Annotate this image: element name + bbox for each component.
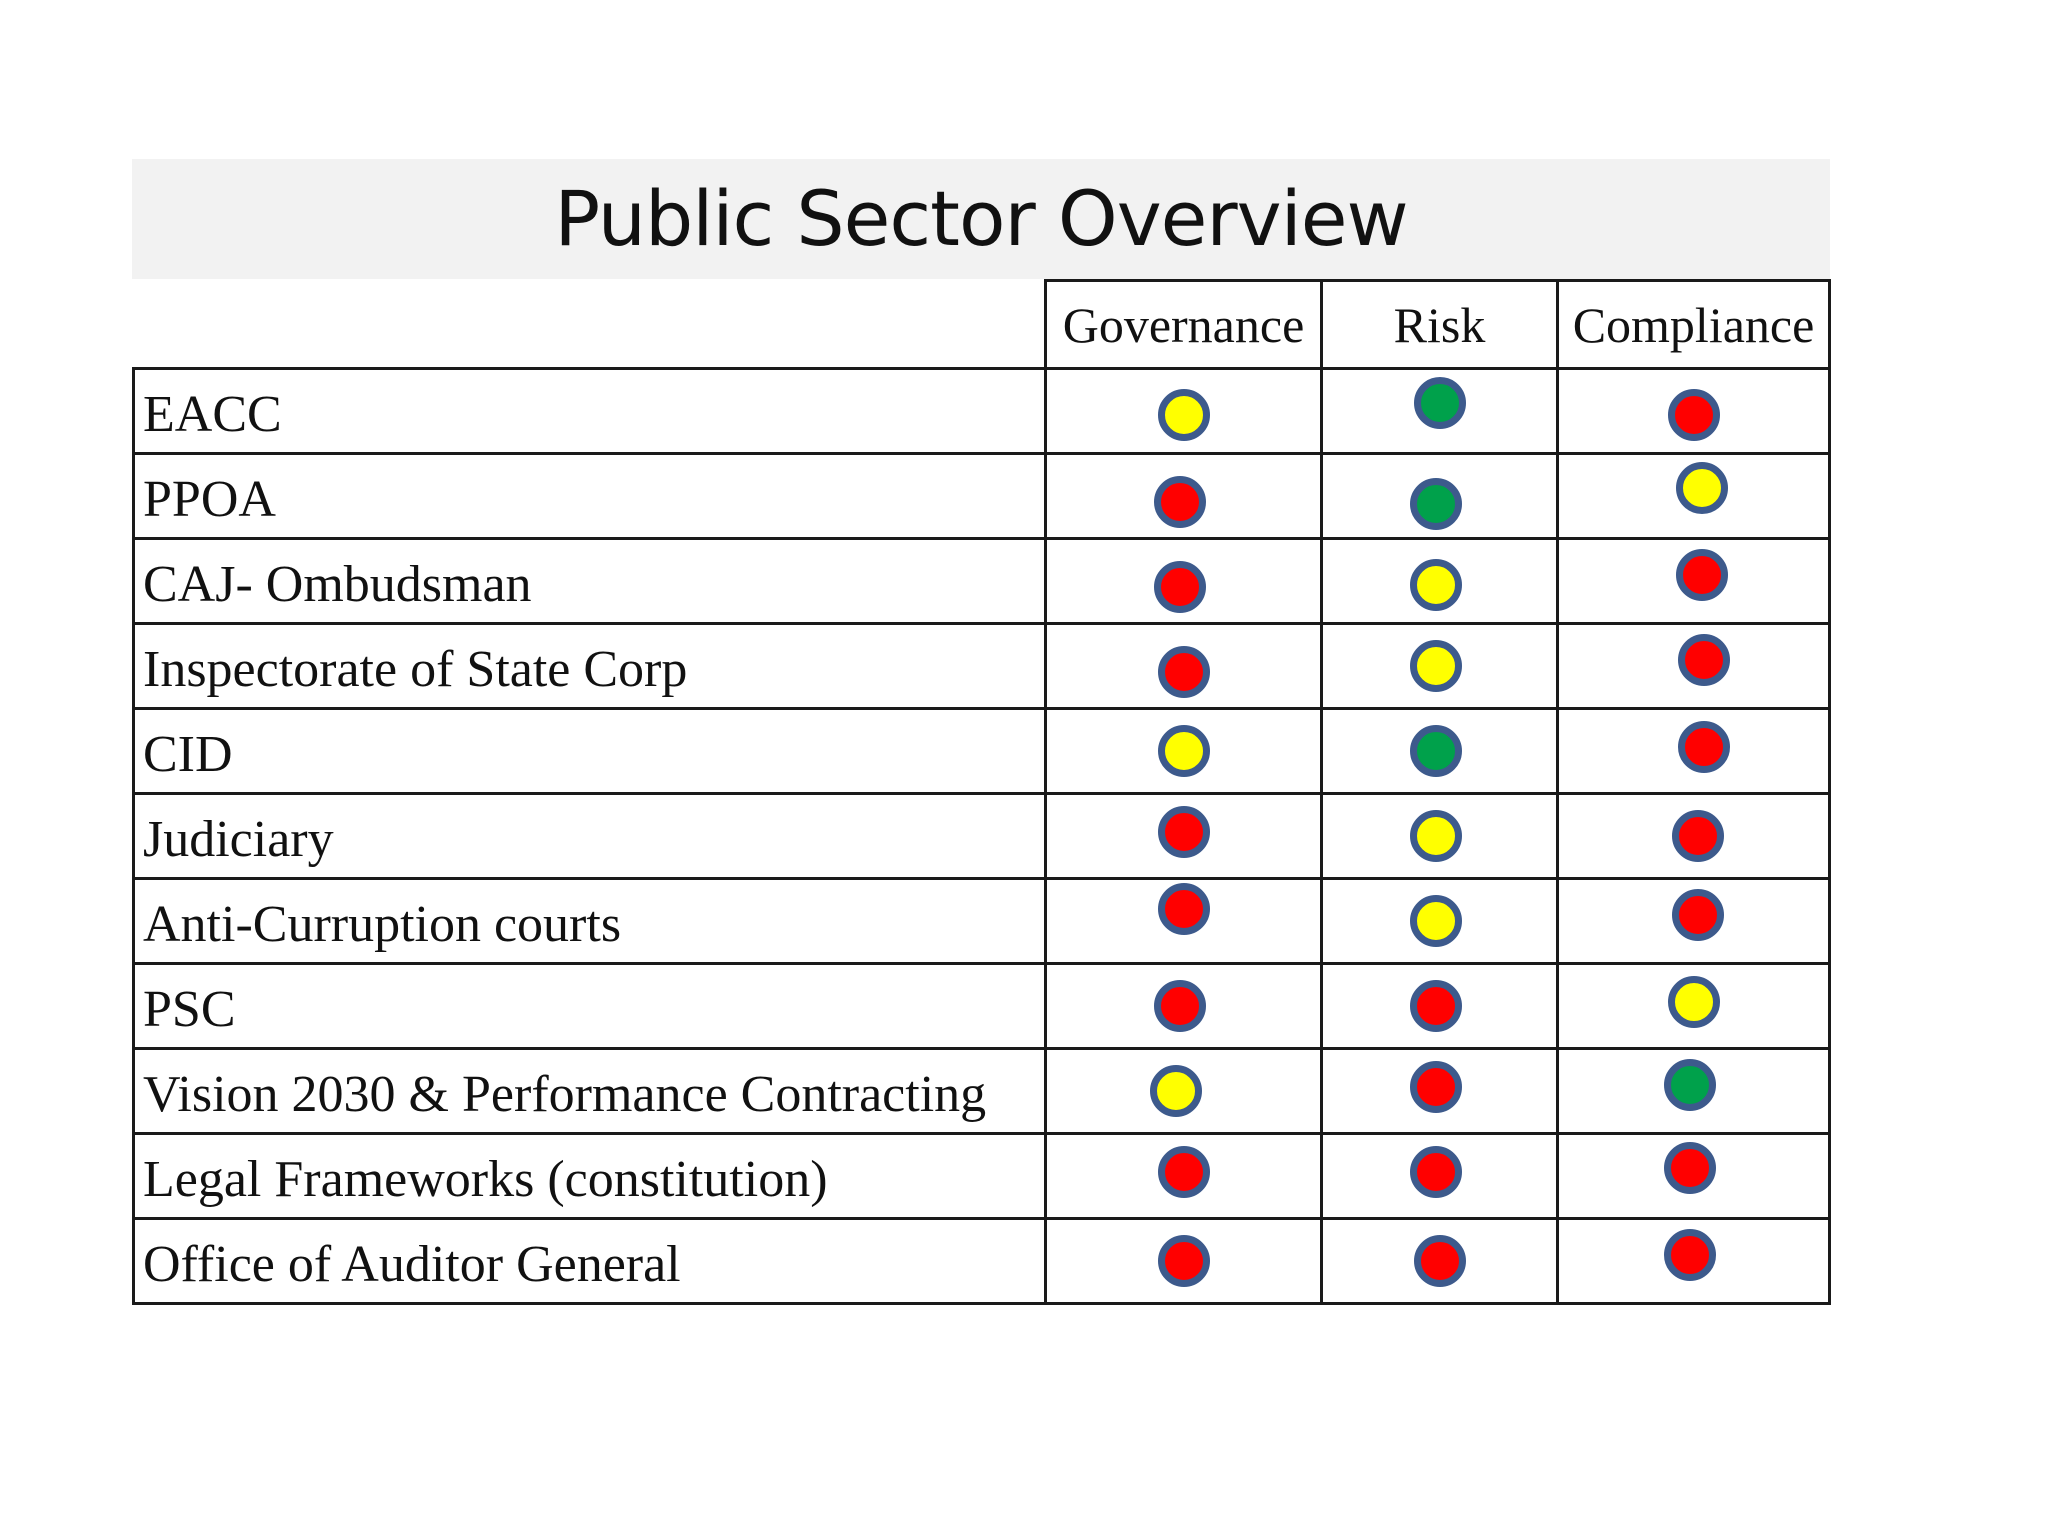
table-row: Judiciary xyxy=(132,792,1831,880)
status-dot-red xyxy=(1157,1235,1210,1287)
status-cell-governance xyxy=(1044,792,1323,880)
status-dot-red xyxy=(1409,1061,1462,1113)
row-label: Office of Auditor General xyxy=(132,1217,1047,1305)
table-row: PPOA xyxy=(132,452,1831,540)
row-label: Legal Frameworks (constitution) xyxy=(132,1132,1047,1220)
status-dot-red xyxy=(1663,1229,1716,1281)
status-dot-green xyxy=(1409,725,1462,777)
status-cell-risk xyxy=(1320,877,1559,965)
column-header-risk: Risk xyxy=(1320,279,1559,370)
status-dot-green xyxy=(1409,478,1462,530)
corner-cell xyxy=(133,280,1047,370)
status-dot-red xyxy=(1671,810,1724,862)
status-cell-risk xyxy=(1320,1132,1559,1220)
status-dot-yellow xyxy=(1409,640,1462,692)
status-dot-yellow xyxy=(1409,895,1462,947)
row-label: Anti-Curruption courts xyxy=(132,877,1047,965)
status-cell-risk xyxy=(1320,792,1559,880)
status-dot-red xyxy=(1409,980,1462,1032)
status-dot-red xyxy=(1157,883,1210,935)
status-cell-risk xyxy=(1320,962,1559,1050)
status-cell-compliance xyxy=(1556,1132,1831,1220)
status-dot-red xyxy=(1157,646,1210,698)
status-cell-governance xyxy=(1044,537,1323,625)
status-cell-governance xyxy=(1044,877,1323,965)
table-row: CAJ- Ombudsman xyxy=(132,537,1831,625)
status-dot-red xyxy=(1153,476,1206,528)
status-cell-compliance xyxy=(1556,367,1831,455)
row-label: Vision 2030 & Performance Contracting xyxy=(132,1047,1047,1135)
header-row: Governance Risk Compliance xyxy=(133,279,1831,370)
status-dot-red xyxy=(1153,980,1206,1032)
table-row: Vision 2030 & Performance Contracting xyxy=(132,1047,1831,1135)
status-cell-compliance xyxy=(1556,792,1831,880)
row-label: CID xyxy=(132,707,1047,795)
status-dot-yellow xyxy=(1149,1065,1202,1117)
status-dot-green xyxy=(1413,377,1466,429)
table-row: Office of Auditor General xyxy=(132,1217,1831,1305)
table-row: Inspectorate of State Corp xyxy=(132,622,1831,710)
status-dot-red xyxy=(1157,806,1210,858)
status-dot-yellow xyxy=(1409,810,1462,862)
status-cell-risk xyxy=(1320,367,1559,455)
status-dot-red xyxy=(1157,1146,1210,1198)
status-cell-compliance xyxy=(1556,707,1831,795)
row-label: Judiciary xyxy=(132,792,1047,880)
table-row: CID xyxy=(132,707,1831,795)
status-dot-yellow xyxy=(1409,559,1462,611)
status-dot-yellow xyxy=(1675,462,1728,514)
column-header-compliance: Compliance xyxy=(1556,279,1831,370)
status-cell-governance xyxy=(1044,1047,1323,1135)
status-cell-risk xyxy=(1320,707,1559,795)
status-cell-governance xyxy=(1044,622,1323,710)
row-label: EACC xyxy=(132,367,1047,455)
status-cell-compliance xyxy=(1556,622,1831,710)
status-dot-red xyxy=(1409,1146,1462,1198)
title-band: Public Sector Overview xyxy=(132,159,1830,279)
status-cell-compliance xyxy=(1556,962,1831,1050)
status-cell-risk xyxy=(1320,452,1559,540)
status-dot-red xyxy=(1663,1142,1716,1194)
status-cell-risk xyxy=(1320,622,1559,710)
status-cell-risk xyxy=(1320,537,1559,625)
row-label: PSC xyxy=(132,962,1047,1050)
status-dot-yellow xyxy=(1157,725,1210,777)
row-label: PPOA xyxy=(132,452,1047,540)
status-cell-risk xyxy=(1320,1047,1559,1135)
status-dot-red xyxy=(1671,889,1724,941)
status-dot-red xyxy=(1153,561,1206,613)
row-label: CAJ- Ombudsman xyxy=(132,537,1047,625)
status-cell-governance xyxy=(1044,962,1323,1050)
status-cell-risk xyxy=(1320,1217,1559,1305)
status-cell-governance xyxy=(1044,1132,1323,1220)
status-cell-compliance xyxy=(1556,537,1831,625)
status-dot-red xyxy=(1677,721,1730,773)
status-dot-red xyxy=(1667,389,1720,441)
row-label: Inspectorate of State Corp xyxy=(132,622,1047,710)
status-dot-red xyxy=(1413,1235,1466,1287)
status-cell-compliance xyxy=(1556,1217,1831,1305)
table-row: Legal Frameworks (constitution) xyxy=(132,1132,1831,1220)
status-cell-compliance xyxy=(1556,877,1831,965)
status-dot-yellow xyxy=(1157,389,1210,441)
status-cell-compliance xyxy=(1556,452,1831,540)
status-dot-green xyxy=(1663,1059,1716,1111)
status-cell-governance xyxy=(1044,1217,1323,1305)
table-row: PSC xyxy=(132,962,1831,1050)
column-header-governance: Governance xyxy=(1044,279,1323,370)
status-dot-yellow xyxy=(1667,976,1720,1028)
status-cell-compliance xyxy=(1556,1047,1831,1135)
status-dot-red xyxy=(1675,549,1728,601)
status-cell-governance xyxy=(1044,452,1323,540)
page-title: Public Sector Overview xyxy=(554,174,1408,263)
status-table: Governance Risk Compliance EACC PPOA CAJ- … xyxy=(132,279,1831,1305)
table-row: Anti-Curruption courts xyxy=(132,877,1831,965)
table-row: EACC xyxy=(132,367,1831,455)
status-dot-red xyxy=(1677,634,1730,686)
status-cell-governance xyxy=(1044,707,1323,795)
status-cell-governance xyxy=(1044,367,1323,455)
